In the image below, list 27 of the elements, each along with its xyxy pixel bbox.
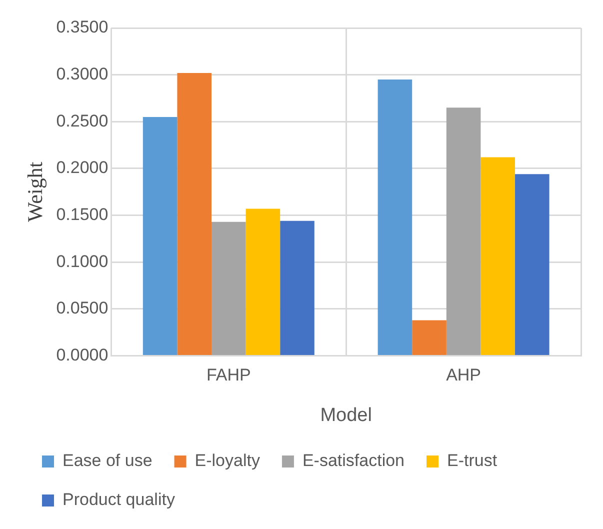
y-tick-label: 0.1000 [56,252,108,271]
legend-label: E-trust [447,451,498,470]
legend-label: E-satisfaction [302,451,405,470]
bar [446,108,481,356]
legend-label: E-loyalty [194,451,260,470]
x-tick-label: AHP [446,366,482,385]
y-tick-label: 0.0000 [56,345,108,364]
y-tick-label: 0.0500 [56,298,108,318]
x-axis-title: Model [320,404,372,426]
bar [246,208,280,356]
bar [378,80,412,356]
bar [412,320,446,356]
y-axis-title: Weight [23,162,48,222]
bar [142,116,178,356]
bar [480,157,515,356]
bar [177,72,212,356]
y-tick-label: 0.3000 [56,64,108,84]
legend-label: Product quality [62,490,176,510]
y-tick-label: 0.2500 [56,111,108,130]
y-tick-label: 0.1500 [56,205,108,224]
bar [514,174,550,356]
x-tick-label: FAHP [206,366,251,385]
y-tick-label: 0.3500 [56,18,108,37]
bar [280,220,314,356]
legend-label: Ease of use [62,451,152,470]
y-tick-label: 0.2000 [56,158,108,178]
bar [212,222,246,356]
